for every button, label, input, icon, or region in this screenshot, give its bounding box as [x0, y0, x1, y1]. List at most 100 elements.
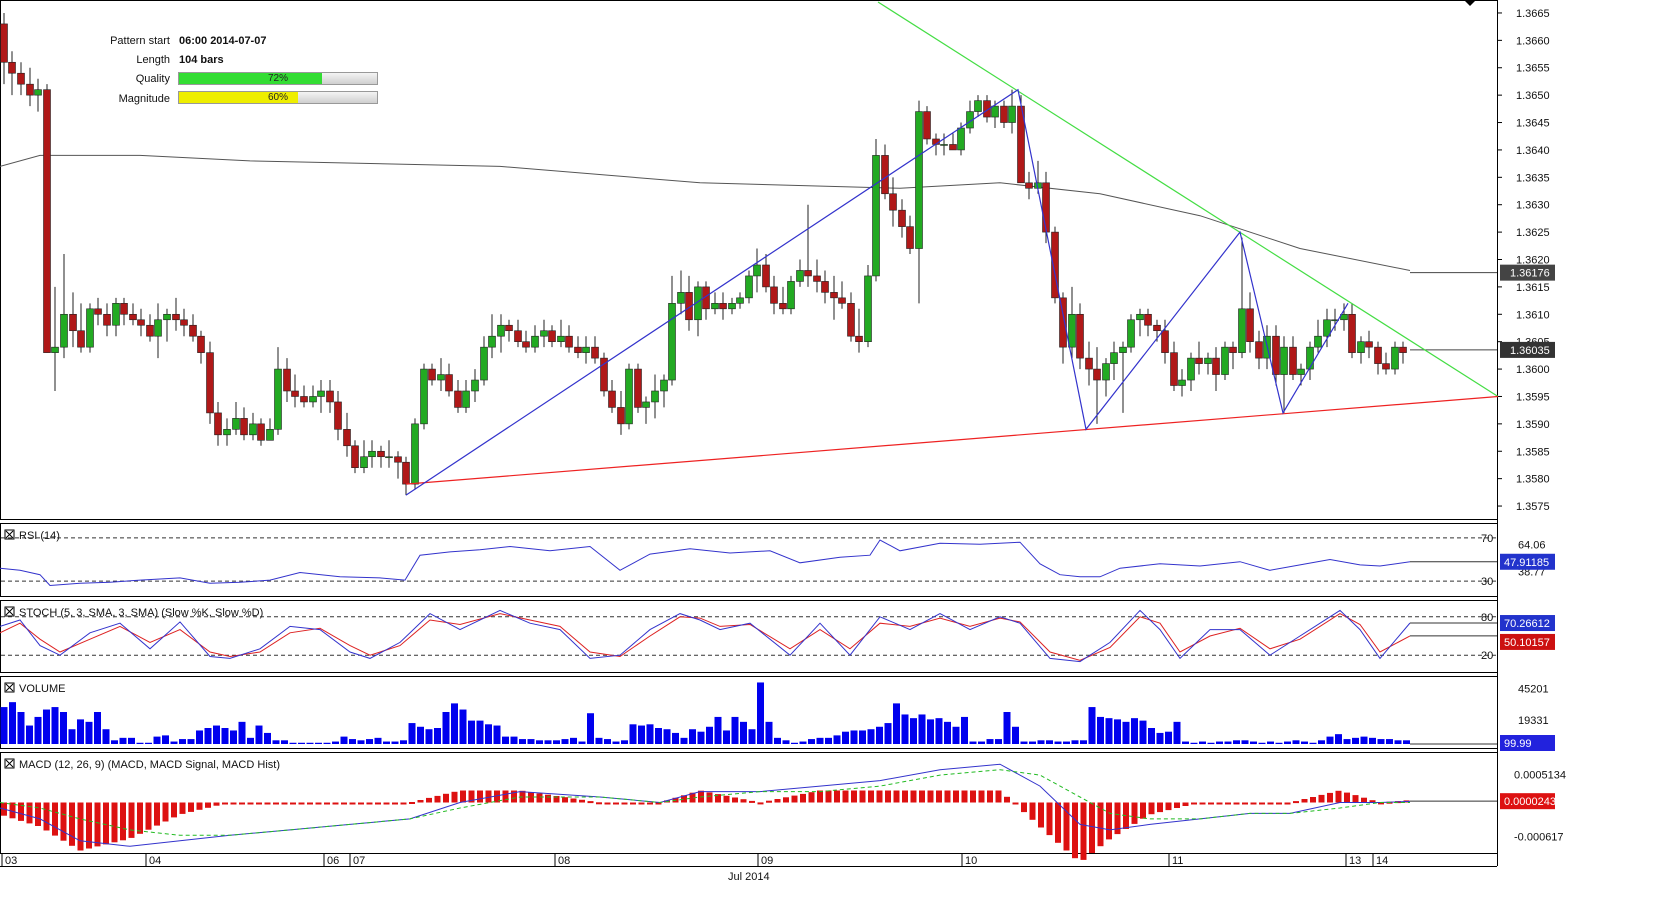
bearish-candle-body	[813, 275, 821, 282]
stoch-level-label: 20	[1481, 650, 1493, 662]
candlestick	[471, 369, 479, 402]
volume-bar	[60, 712, 67, 744]
bearish-candle-body	[206, 352, 214, 414]
bullish-candle-body	[864, 275, 872, 342]
macd-hist-bar	[1114, 802, 1121, 835]
candlestick	[454, 380, 462, 413]
volume-bar	[774, 737, 781, 744]
macd-hist-bar	[587, 801, 594, 804]
candlestick	[838, 281, 846, 309]
macd-hist-bar	[69, 802, 75, 846]
macd-hist-bar	[426, 797, 432, 803]
macd-hist-bar	[655, 802, 662, 805]
macd-hist-bar	[528, 792, 534, 803]
bullish-candle-body	[1136, 313, 1144, 321]
volume-bar	[1258, 742, 1266, 744]
volume-bar	[298, 742, 305, 744]
volume-bar	[1012, 726, 1019, 744]
candlestick	[428, 363, 436, 386]
volume-bar	[825, 737, 832, 744]
candlestick	[779, 286, 787, 315]
value-badge-label: 70.26612	[1504, 618, 1550, 630]
pattern-wave-line	[405, 88, 1349, 496]
price-badge-bg	[1500, 264, 1555, 281]
candlestick	[770, 275, 778, 315]
bearish-candle-body	[26, 83, 34, 96]
macd-hist-bar	[77, 802, 84, 851]
rsi-level-label: 30	[1481, 576, 1493, 588]
macd-hist-bar	[137, 802, 143, 834]
bearish-candle-body	[770, 286, 778, 304]
macd-hist-bar	[43, 802, 50, 831]
quality-bar: 72%	[178, 72, 378, 85]
volume-bar	[587, 713, 594, 744]
bullish-candle-body	[154, 319, 162, 337]
volume-bar	[1156, 732, 1164, 744]
macd-hist-bar	[1131, 802, 1138, 824]
macd-hist-bar	[409, 802, 415, 804]
macd-hist-bar	[808, 792, 815, 803]
volume-bar	[451, 703, 458, 744]
resistance-trendline	[877, 1, 1499, 398]
bullish-candle-body	[1068, 313, 1076, 348]
bullish-candle-body	[34, 89, 42, 96]
candlestick	[1110, 341, 1118, 381]
volume-bar	[1088, 707, 1096, 744]
macd-hist-bar	[1182, 802, 1189, 806]
bearish-candle-body	[565, 335, 573, 348]
bearish-candle-body	[804, 270, 812, 277]
candlestick	[1314, 319, 1322, 353]
candlestick	[377, 445, 385, 468]
macd-hist-bar	[638, 802, 645, 805]
date-label: 04	[149, 855, 161, 867]
volume-bar	[1199, 741, 1206, 744]
bearish-candle-body	[855, 335, 863, 342]
stoch-k-badge: 70.26612	[1500, 615, 1555, 632]
macd-hist-bar	[264, 802, 271, 805]
volume-bar	[1003, 712, 1011, 744]
volume-bar	[136, 742, 144, 744]
candlestick	[821, 270, 829, 304]
volume-bar	[638, 725, 645, 744]
volume-bar	[17, 712, 25, 744]
macd-hist-bar	[715, 794, 721, 803]
macd-hist-bar	[1267, 802, 1274, 805]
bearish-candle-body	[1051, 231, 1059, 299]
volume-bar	[9, 702, 16, 744]
bearish-candle-body	[1272, 335, 1280, 375]
bearish-candle-body	[591, 346, 599, 359]
candlestick	[129, 303, 137, 326]
candlestick	[1017, 95, 1025, 184]
price-tick-label: 1.3660	[1516, 35, 1550, 47]
bearish-candle-body	[137, 319, 145, 326]
bullish-candle-body	[1187, 357, 1195, 381]
volume-bar	[340, 736, 348, 744]
macd-hist-bar	[749, 800, 755, 803]
candlestick	[1127, 314, 1135, 353]
volume-bar	[884, 723, 892, 744]
ma-value-badge: 1.36176	[1500, 264, 1555, 281]
candlestick	[120, 297, 128, 326]
volume-bar	[1318, 740, 1325, 744]
bullish-candle-body	[1102, 363, 1110, 381]
bearish-candle-body	[1246, 308, 1254, 342]
value-badge-bg	[1500, 615, 1555, 632]
candlestick	[249, 412, 257, 441]
bullish-candle-body	[711, 303, 719, 310]
volume-bar	[1267, 741, 1274, 744]
bullish-candle-body	[1119, 346, 1127, 353]
candlestick	[334, 390, 342, 441]
volume-bar	[612, 741, 620, 744]
bullish-candle-body	[497, 324, 505, 337]
macd-hist-bar	[1335, 790, 1342, 803]
bearish-candle-body	[608, 390, 616, 408]
volume-bar	[995, 739, 1002, 744]
volume-bar	[935, 718, 943, 744]
volume-bar	[476, 720, 484, 744]
candlestick	[565, 325, 573, 353]
volume-bar	[1165, 731, 1172, 744]
candlestick	[889, 177, 897, 227]
volume-bar	[77, 719, 84, 744]
bearish-candle-body	[762, 264, 770, 288]
macd-hist-bar	[298, 802, 305, 805]
